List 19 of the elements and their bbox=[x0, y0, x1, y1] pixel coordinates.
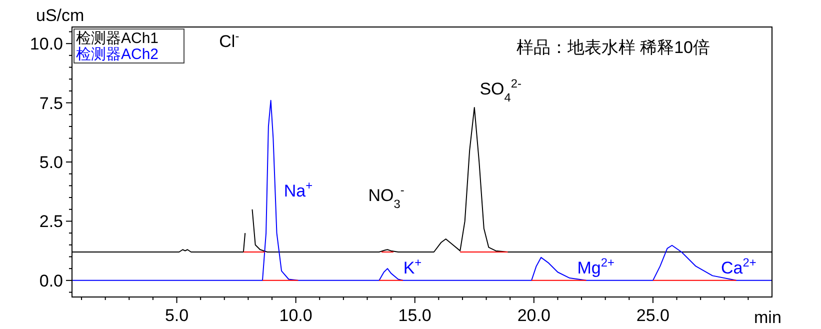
y-tick-label: 7.5 bbox=[39, 94, 63, 113]
x-axis-title: min bbox=[754, 308, 782, 327]
annotation: Na$^{+}$ bbox=[284, 178, 313, 200]
legend: 检测器ACh1 检测器ACh2 bbox=[74, 28, 184, 64]
text: 样品：地表水样 稀释10倍 bbox=[516, 38, 710, 57]
annotation: Ca$^{2+}$ bbox=[721, 255, 756, 278]
y-axis-title: uS/cm bbox=[36, 6, 84, 25]
x-tick-label: 10.0 bbox=[279, 306, 312, 325]
annotation: Mg$^{2+}$ bbox=[577, 255, 614, 278]
x-tick-label: 25.0 bbox=[636, 306, 670, 325]
y-tick-label: 2.5 bbox=[39, 212, 63, 232]
x-tick-label: 15.0 bbox=[398, 306, 432, 325]
annotation: Cl$^{-}$ bbox=[219, 29, 240, 52]
y-tick-label: 0.0 bbox=[39, 271, 63, 290]
y-tick-label: 5.0 bbox=[39, 153, 63, 172]
annotation: K$^{+}$ bbox=[403, 255, 422, 278]
x-tick-label: 5.0 bbox=[164, 306, 189, 325]
x-tick-label: 20.0 bbox=[517, 306, 550, 325]
y-tick-label: 10.0 bbox=[30, 34, 63, 54]
